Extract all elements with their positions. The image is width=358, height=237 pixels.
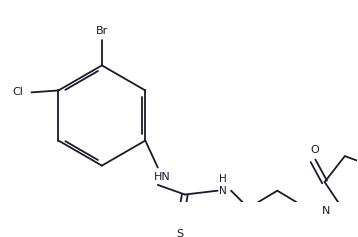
Text: S: S <box>176 229 184 237</box>
Text: N: N <box>219 186 227 196</box>
Text: H: H <box>219 174 227 184</box>
Text: N: N <box>322 206 331 216</box>
Text: Br: Br <box>96 26 108 36</box>
Text: HN: HN <box>154 172 171 182</box>
Text: Cl: Cl <box>13 87 23 97</box>
Text: O: O <box>311 145 319 155</box>
